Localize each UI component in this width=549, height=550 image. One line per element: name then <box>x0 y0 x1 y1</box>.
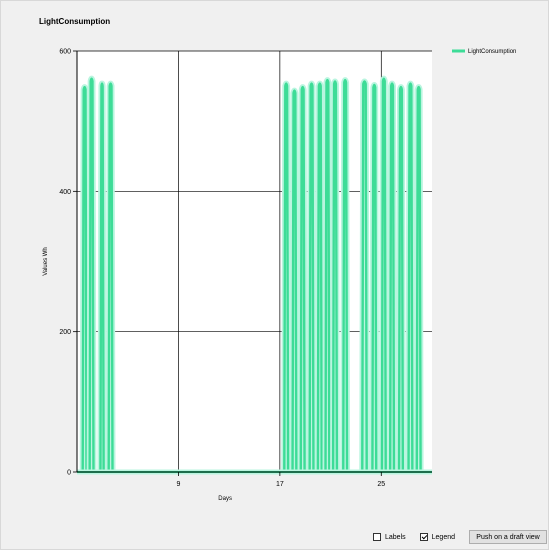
series-pulse <box>316 82 323 473</box>
series-pulse <box>107 82 114 473</box>
series-pulse <box>88 77 95 473</box>
labels-checkbox[interactable] <box>373 533 381 541</box>
series-pulse <box>81 85 88 473</box>
series-pulse <box>324 78 331 473</box>
y-axis-label: Values Wh <box>43 247 49 276</box>
series-layer <box>77 75 432 475</box>
y-tick-label: 200 <box>59 329 71 336</box>
x-axis-label: Days <box>218 496 232 502</box>
legend: LightConsumption <box>452 49 516 55</box>
series-pulse <box>397 85 405 473</box>
series-pulse <box>380 77 387 473</box>
labels-checkbox-label: Labels <box>385 533 406 541</box>
series-pulse <box>361 80 368 473</box>
y-tick-label: 400 <box>59 189 71 196</box>
series-pulse <box>371 83 378 473</box>
push-draft-view-button[interactable]: Push on a draft view <box>469 530 547 544</box>
series-pulse <box>415 85 422 473</box>
series-pulse <box>283 82 290 473</box>
y-tick-label: 600 <box>59 49 71 56</box>
series-pulse <box>291 89 298 473</box>
chart-controls: Labels Legend Push on a draft view <box>373 529 547 545</box>
series-pulse <box>388 82 396 473</box>
x-tick-label: 25 <box>377 481 385 488</box>
series-pulse <box>407 82 414 473</box>
labels-checkbox-wrap[interactable]: Labels <box>373 533 406 541</box>
axes <box>76 51 432 473</box>
series-pulse <box>331 80 339 473</box>
tick-labels: 0 200 400 600 9 17 25 <box>59 49 385 489</box>
chart-title: LightConsumption <box>39 17 111 26</box>
x-tick-label: 17 <box>276 481 284 488</box>
legend-entry: LightConsumption <box>468 49 516 55</box>
legend-checkbox-label: Legend <box>431 533 455 541</box>
y-tick-label: 0 <box>67 470 71 477</box>
series-pulse <box>308 82 315 473</box>
legend-checkbox-wrap[interactable]: Legend <box>419 533 455 541</box>
series-pulse <box>299 85 306 473</box>
series-pulse <box>99 82 105 473</box>
series-pulse <box>342 78 349 473</box>
x-tick-label: 9 <box>176 481 180 488</box>
line-chart: 0 200 400 600 9 17 25 Days Values Wh LightCons… <box>43 49 516 503</box>
legend-checkbox[interactable] <box>419 533 428 541</box>
